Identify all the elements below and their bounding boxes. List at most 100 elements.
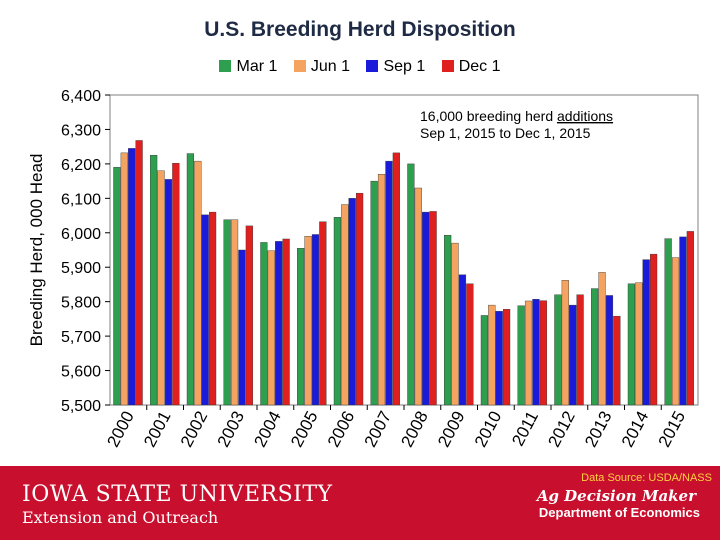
bar-jun1-2003 bbox=[230, 219, 239, 406]
bar-mar1-2009 bbox=[444, 234, 452, 406]
bar-jun1-2005 bbox=[304, 236, 312, 406]
bar-jun1-2002 bbox=[194, 160, 202, 406]
bar-mar1-2011 bbox=[517, 305, 525, 406]
x-tick-label: 2010 bbox=[471, 408, 506, 450]
legend: Mar 1 Jun 1 Sep 1 Dec 1 bbox=[0, 58, 720, 76]
bar-dec1-2009 bbox=[466, 283, 474, 406]
x-tick-label: 2006 bbox=[324, 408, 359, 450]
bar-dec1-2004 bbox=[282, 238, 290, 406]
x-tick-label: 2008 bbox=[397, 408, 432, 450]
bar-mar1-2015 bbox=[664, 238, 672, 406]
bar-sep1-2007 bbox=[385, 160, 393, 406]
y-tick-label: 5,900 bbox=[61, 260, 101, 277]
bar-sep1-2010 bbox=[495, 311, 503, 406]
bar-sep1-2012 bbox=[569, 304, 577, 406]
extension-unit: Extension and Outreach bbox=[22, 508, 219, 527]
bar-mar1-2008 bbox=[407, 163, 415, 406]
legend-swatch-mar1 bbox=[219, 60, 232, 72]
bar-sep1-2000 bbox=[128, 148, 136, 406]
y-tick-label: 6,100 bbox=[61, 191, 101, 208]
x-tick-label: 2005 bbox=[287, 408, 322, 450]
y-tick-label: 5,800 bbox=[61, 295, 101, 312]
y-tick-label: 5,500 bbox=[61, 398, 101, 415]
bar-mar1-2013 bbox=[591, 288, 599, 406]
footer-banner: Data Source: USDA/NASS IOWA STATE UNIVER… bbox=[0, 466, 720, 540]
bar-dec1-2011 bbox=[539, 300, 547, 406]
bar-mar1-2005 bbox=[297, 248, 305, 406]
bar-dec1-2014 bbox=[650, 253, 658, 406]
legend-swatch-dec1 bbox=[441, 60, 454, 72]
bar-dec1-2015 bbox=[686, 231, 694, 406]
bar-dec1-2013 bbox=[613, 315, 621, 406]
bar-sep1-2001 bbox=[164, 179, 173, 406]
x-tick-label: 2002 bbox=[177, 408, 212, 450]
bar-mar1-2002 bbox=[186, 153, 195, 406]
legend-item-dec1: Dec 1 bbox=[441, 58, 501, 76]
university-logo-text: IOWA STATE UNIVERSITY bbox=[22, 482, 333, 507]
x-tick-label: 2013 bbox=[581, 408, 616, 450]
x-tick-label: 2003 bbox=[214, 408, 249, 450]
x-tick-label: 2011 bbox=[508, 408, 542, 449]
chart-title: U.S. Breeding Herd Disposition bbox=[204, 18, 516, 41]
legend-label-sep1: Sep 1 bbox=[383, 58, 426, 75]
y-tick-label: 5,700 bbox=[61, 329, 101, 346]
bar-mar1-2006 bbox=[333, 217, 342, 406]
bar-jun1-2004 bbox=[267, 250, 275, 406]
y-tick-label: 6,300 bbox=[61, 122, 101, 139]
bar-jun1-2012 bbox=[561, 280, 569, 406]
y-tick-label: 5,600 bbox=[61, 364, 101, 381]
x-tick-label: 2015 bbox=[655, 408, 690, 450]
bar-mar1-2000 bbox=[113, 167, 121, 406]
bar-chart: Breeding Herd, 000 Head 16,000 breeding … bbox=[27, 88, 699, 450]
bar-dec1-2005 bbox=[319, 221, 327, 406]
y-tick-label: 6,200 bbox=[61, 157, 101, 174]
bar-dec1-2002 bbox=[208, 211, 217, 406]
bar-sep1-2015 bbox=[679, 236, 687, 406]
y-tick-label: 6,000 bbox=[61, 226, 101, 243]
x-tick-label: 2004 bbox=[250, 408, 285, 450]
bar-mar1-2010 bbox=[480, 315, 489, 406]
bar-sep1-2004 bbox=[275, 241, 283, 406]
legend-swatch-jun1 bbox=[293, 60, 306, 72]
data-source: Data Source: USDA/NASS bbox=[581, 472, 712, 484]
bar-dec1-2000 bbox=[135, 140, 143, 406]
program-name: Ag Decision Maker bbox=[536, 487, 696, 505]
bar-jun1-2009 bbox=[451, 242, 459, 406]
annotation-subtitle: Sep 1, 2015 to Dec 1, 2015 bbox=[420, 125, 591, 141]
legend-item-sep1: Sep 1 bbox=[366, 58, 425, 76]
bar-mar1-2014 bbox=[627, 283, 636, 406]
bar-mar1-2012 bbox=[554, 294, 562, 406]
annotation-title: 16,000 breeding herd additions bbox=[420, 108, 613, 124]
bar-dec1-2001 bbox=[172, 162, 180, 406]
legend-swatch-sep1 bbox=[366, 60, 379, 72]
x-tick-label: 2001 bbox=[140, 408, 175, 450]
bar-sep1-2009 bbox=[458, 274, 467, 406]
x-tick-label: 2000 bbox=[103, 408, 138, 450]
bar-sep1-2014 bbox=[642, 259, 650, 406]
bar-sep1-2006 bbox=[348, 198, 356, 406]
bar-sep1-2013 bbox=[605, 295, 614, 406]
bar-jun1-2013 bbox=[598, 272, 606, 406]
legend-item-jun1: Jun 1 bbox=[293, 58, 350, 76]
department-name: Department of Economics bbox=[538, 505, 700, 520]
bar-jun1-2015 bbox=[671, 257, 680, 406]
bar-mar1-2001 bbox=[150, 155, 158, 406]
bar-jun1-2000 bbox=[120, 152, 128, 406]
bar-dec1-2003 bbox=[245, 225, 253, 406]
bar-jun1-2006 bbox=[341, 204, 349, 406]
bar-sep1-2005 bbox=[311, 234, 320, 406]
bar-sep1-2011 bbox=[532, 299, 540, 406]
bar-dec1-2012 bbox=[576, 294, 584, 406]
bar-dec1-2010 bbox=[503, 309, 511, 406]
x-tick-label: 2007 bbox=[361, 408, 396, 450]
legend-label-jun1: Jun 1 bbox=[310, 58, 350, 75]
bar-sep1-2002 bbox=[201, 214, 209, 406]
bar-dec1-2006 bbox=[356, 192, 364, 406]
y-tick-label: 6,400 bbox=[61, 88, 101, 105]
bar-mar1-2004 bbox=[260, 242, 268, 406]
legend-label-mar1: Mar 1 bbox=[236, 58, 278, 75]
bar-sep1-2008 bbox=[422, 211, 430, 406]
x-tick-label: 2014 bbox=[618, 408, 653, 450]
bar-dec1-2007 bbox=[392, 152, 400, 406]
bar-jun1-2010 bbox=[488, 304, 496, 406]
